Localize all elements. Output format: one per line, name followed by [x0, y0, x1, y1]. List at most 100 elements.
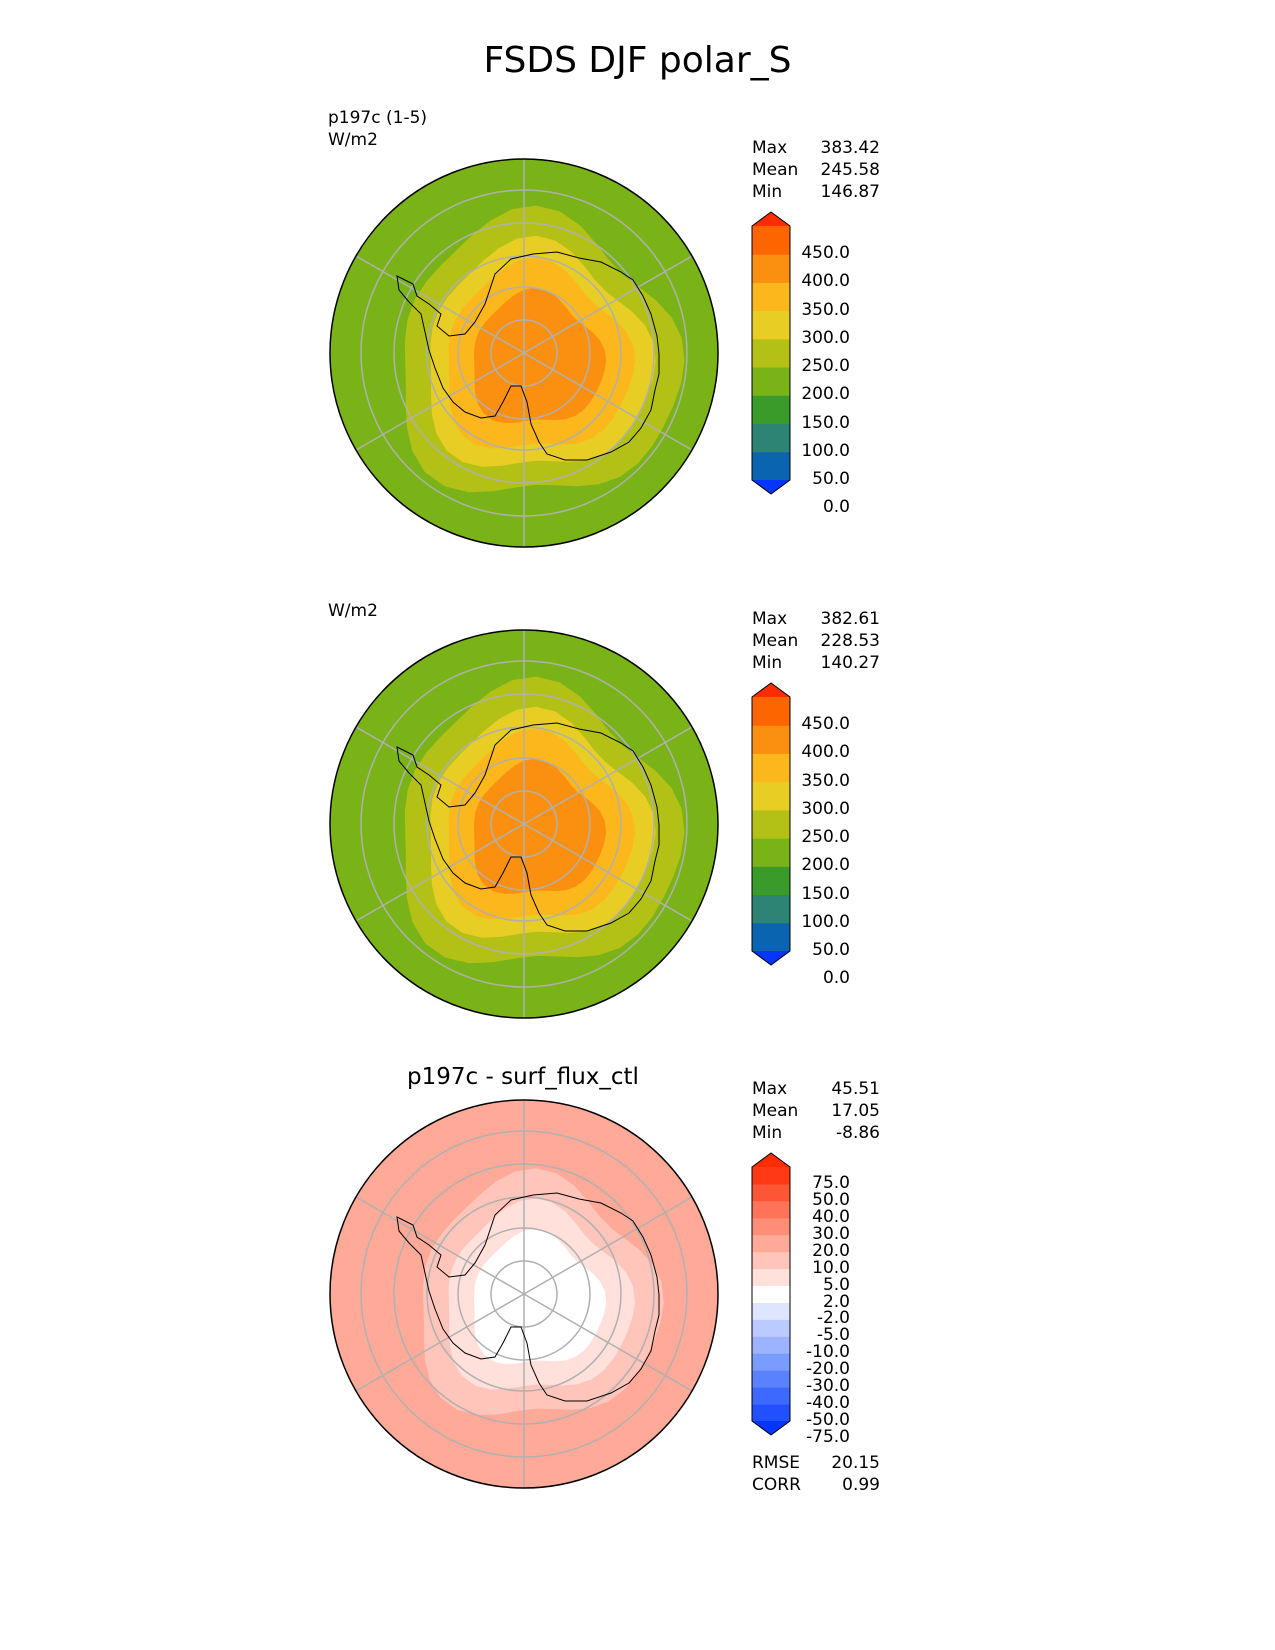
panel3-stat-mean-label: Mean [752, 1101, 799, 1121]
panel2-stat-mean-label: Mean [752, 631, 799, 651]
panel3-stat-max-label: Max [752, 1079, 788, 1099]
colorbar-segment [752, 1353, 790, 1371]
colorbar-segment [752, 1370, 790, 1388]
map-boundary [329, 629, 719, 1019]
meridian-gridline [523, 1196, 693, 1295]
panel3-stat-min-value: -8.86 [836, 1123, 880, 1143]
colorbar-segment [752, 1302, 790, 1320]
colorbar-segment [752, 1217, 790, 1236]
colorbar-tick-label: 350.0 [801, 299, 850, 320]
colorbar-tick-label: 450.0 [801, 243, 850, 264]
colorbar-tick-label: 250.0 [801, 356, 850, 377]
colorbar-tick-label: 250.0 [801, 827, 850, 848]
panel2-stat-min-value: 140.27 [820, 653, 880, 673]
colorbar-extension-bottom [752, 1421, 790, 1435]
colorbar-segment [752, 1251, 790, 1270]
colorbar-tick-label: 350.0 [801, 770, 850, 791]
meridian-gridline [523, 726, 693, 825]
colorbar-segment [752, 894, 790, 924]
panel3-rmse-value: 20.15 [831, 1453, 880, 1473]
colorbar-tick-label: 75.0 [812, 1172, 850, 1193]
colorbar-tick-label: 400.0 [801, 271, 850, 292]
panel3-stat-max-value: 45.51 [831, 1079, 880, 1099]
panel1-polar-map [329, 158, 719, 548]
colorbar-tick-label: -20.0 [806, 1359, 850, 1380]
colorbar-segment [752, 395, 790, 425]
panel2-stat-max-value: 382.61 [820, 609, 880, 629]
panel2-stat-mean-value: 228.53 [820, 631, 880, 651]
meridian-gridline [355, 1196, 525, 1295]
colorbar-segment [752, 838, 790, 867]
meridian-gridline [523, 1293, 693, 1392]
panel3-title: p197c - surf_flux_ctl [407, 1064, 639, 1090]
colorbar-segment [752, 753, 790, 783]
colorbar-segment [752, 725, 790, 754]
colorbar-segment [752, 423, 790, 453]
panel1-label-units: W/m2 [328, 130, 378, 150]
panel2-label-units: W/m2 [328, 601, 378, 621]
colorbar-segment [752, 367, 790, 396]
colorbar-tick-label: 50.0 [812, 1189, 850, 1210]
panel3-rmse-label: RMSE [752, 1453, 801, 1473]
meridian-gridline [523, 352, 693, 451]
colorbar-tick-label: -30.0 [806, 1376, 850, 1397]
colorbar-tick-label: -5.0 [816, 1325, 850, 1346]
colorbar-segment [752, 1268, 790, 1287]
panel2-stat-min-label: Min [752, 653, 783, 673]
panel3-corr-label: CORR [752, 1475, 801, 1495]
colorbar-tick-label: 200.0 [801, 855, 850, 876]
meridian-gridline [355, 255, 525, 354]
panel2-stats: Max 382.61 Mean 228.53 Min 140.27 [752, 608, 880, 674]
contour-band [474, 287, 607, 423]
meridian-gridline [523, 255, 693, 354]
colorbar-segment [752, 1387, 790, 1405]
panel1-label-case: p197c (1-5) [328, 108, 428, 128]
colorbar-tick-label: -50.0 [806, 1410, 850, 1430]
colorbar-tick-label: 0.0 [822, 968, 850, 989]
colorbar-segment [752, 451, 790, 481]
colorbar-segment [752, 1404, 790, 1422]
colorbar-segment [752, 922, 790, 952]
panel3-corr-value: 0.99 [842, 1475, 880, 1495]
colorbar-segment [752, 1167, 790, 1185]
colorbar-segment [752, 1336, 790, 1354]
panel3-stat-mean-value: 17.05 [831, 1101, 880, 1121]
panel2-colorbar [751, 682, 791, 966]
colorbar-segment [752, 226, 790, 255]
colorbar-tick-label: 40.0 [812, 1206, 850, 1227]
colorbar-tick-label: 0.0 [822, 497, 850, 518]
meridian-gridline [355, 823, 525, 922]
colorbar-tick-label: 400.0 [801, 742, 850, 763]
antarctica-coastline [396, 1192, 660, 1402]
meridian-gridline [355, 1293, 525, 1392]
colorbar-extension-top [752, 1153, 790, 1167]
panel3-colorbar [751, 1152, 791, 1436]
panel3-stats: Max 45.51 Mean 17.05 Min -8.86 [752, 1078, 880, 1144]
colorbar-tick-label: 200.0 [801, 384, 850, 405]
colorbar-extension-bottom [752, 480, 790, 494]
contour-band [474, 1228, 607, 1364]
panel3-metrics: RMSE 20.15 CORR 0.99 [752, 1452, 880, 1496]
panel1-stat-min-label: Min [752, 182, 783, 202]
colorbar-tick-label: 450.0 [801, 714, 850, 735]
colorbar-segment [752, 254, 790, 283]
colorbar-tick-label: 50.0 [812, 469, 850, 489]
colorbar-tick-label: 20.0 [812, 1240, 850, 1261]
colorbar-extension-bottom [752, 951, 790, 965]
colorbar-extension-top [752, 212, 790, 226]
antarctica-coastline [396, 722, 660, 932]
colorbar-tick-label: 150.0 [801, 412, 850, 433]
panel3-colorbar-labels: 75.0 50.0 40.0 30.0 20.0 10.0 5.0 2.0 -2.0 -5.0 -1… [788, 1151, 858, 1445]
colorbar-tick-label: -2.0 [816, 1308, 850, 1329]
colorbar-segment [752, 781, 790, 811]
meridian-gridline [523, 823, 693, 922]
panel3-polar-map [329, 1099, 719, 1489]
map-boundary [329, 158, 719, 548]
colorbar-tick-label: -10.0 [806, 1342, 850, 1363]
panel1-stat-min-value: 146.87 [820, 182, 880, 202]
map-boundary [329, 1099, 719, 1489]
panel3-stat-min-label: Min [752, 1123, 783, 1143]
figure-title: FSDS DJF polar_S [483, 40, 792, 81]
colorbar-segment [752, 1285, 790, 1303]
colorbar-segment [752, 809, 790, 839]
